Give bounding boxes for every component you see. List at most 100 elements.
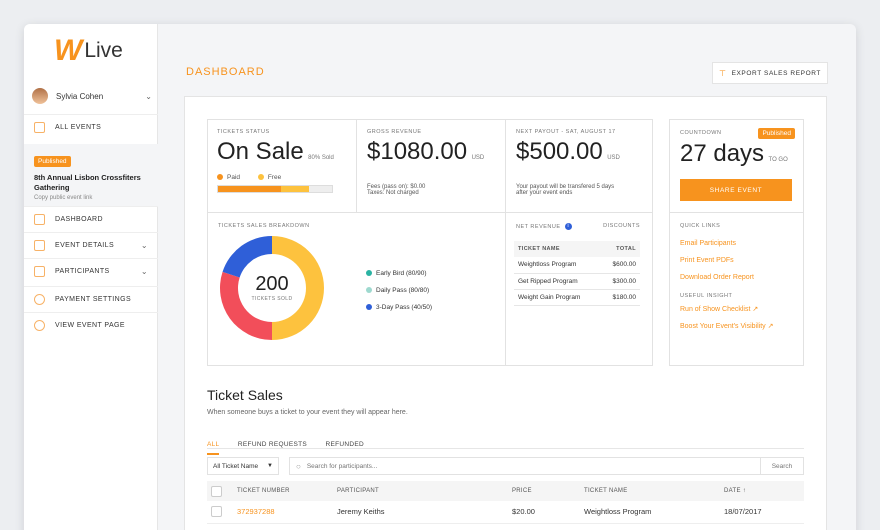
ticket-sales-subtitle: When someone buys a ticket to your event… [207,409,408,416]
run-of-show-link[interactable]: Run of Show Checklist ↗ [680,301,773,318]
row-checkbox[interactable] [211,506,222,518]
sidebar-item-label: PAYMENT SETTINGS [55,296,132,303]
free-bar-fill [280,186,310,192]
print-event-pdfs-link[interactable]: Print Event PDFs [680,257,734,264]
breakdown-legend: Early Bird (80/90) Daily Pass (80/80) 3-… [366,265,432,316]
ticket-sales-title: Ticket Sales [207,387,283,403]
ticket-price: $20.00 [512,507,535,517]
legend-free: Free [267,174,282,181]
tickets-status: TICKETS STATUS On Sale 80% Sold Paid Fre… [217,129,347,193]
ticket-name: Get Ripped Program [514,273,602,290]
all-events-link[interactable]: ALL EVENTS [24,114,158,140]
column-header[interactable]: PRICE [512,488,532,494]
select-all-cell [207,481,237,501]
people-icon [34,266,45,277]
link-label: Run of Show Checklist [680,306,751,313]
column-header[interactable]: TICKET NAME [584,488,628,494]
tab-all[interactable]: ALL [207,441,220,455]
funnel-icon: ⊤ [718,68,727,78]
export-label: EXPORT SALES REPORT [731,69,821,77]
status-badge: Published [758,128,795,139]
quick-links-label: QUICK LINKS [680,223,721,229]
ticket-name: Weightloss Program [514,257,602,274]
export-sales-report-button[interactable]: ⊤ EXPORT SALES REPORT [712,62,828,84]
ticket-name: Weightloss Program [584,507,652,517]
boost-visibility-link[interactable]: Boost Your Event's Visibility ↗ [680,318,773,335]
logo-text: Live [84,39,123,62]
ticket-number-link[interactable]: 372937288 [237,507,275,517]
sidebar-item-event-details[interactable]: EVENT DETAILS ⌄ [24,232,158,258]
all-events-label: ALL EVENTS [55,124,102,131]
ticket-name-filter[interactable]: All Ticket Name ▼ [207,457,279,475]
column-header[interactable]: PARTICIPANT [337,488,379,494]
insights-list: Run of Show Checklist ↗ Boost Your Event… [680,301,773,335]
link-label: Boost Your Event's Visibility [680,323,766,330]
external-link-icon: ↗ [752,306,759,313]
sidebar-item-label: EVENT DETAILS [55,242,115,249]
date-column-header[interactable]: DATE ↑ [724,481,804,501]
discounts-tab[interactable]: DISCOUNTS [603,223,640,229]
select-all-checkbox[interactable] [211,485,222,497]
copy-event-link[interactable]: Copy public event link [34,195,93,201]
chevron-down-icon: ⌄ [140,241,148,250]
gross-revenue: GROSS REVENUE $1080.00 USD Fees (pass on… [367,129,497,196]
table-row[interactable]: 372937288 Jeremy Keiths $20.00 Weightlos… [207,501,804,523]
share-event-button[interactable]: SHARE EVENT [680,179,792,201]
caret-down-icon: ▼ [267,463,273,469]
useful-insight-label: USEFUL INSIGHT [680,293,733,299]
tickets-status-label: TICKETS STATUS [217,129,270,135]
table-row: Get Ripped Program $300.00 [514,273,640,290]
ticket-total: $600.00 [601,257,640,274]
event-title: 8th Annual Lisbon Crossfiters Gathering [34,173,141,192]
quick-links-card: QUICK LINKS Email Participants Print Eve… [669,212,804,366]
sidebar-item-dashboard[interactable]: DASHBOARD [24,206,158,232]
filter-value: All Ticket Name [213,462,259,470]
donut-total-label: TICKETS SOLD [251,296,293,302]
info-icon[interactable]: i [564,223,572,230]
table-header: TICKET NAME TOTAL [514,241,640,257]
payout-note-2: after your event ends [516,190,573,196]
column-header[interactable]: TICKET NUMBER [237,488,290,494]
download-order-report-link[interactable]: Download Order Report [680,274,754,281]
currency: USD [607,155,620,161]
search-button[interactable]: Search [761,457,804,475]
sidebar: W Live Sylvia Cohen ⌄ ALL EVENTS Publish… [24,24,158,530]
sidebar-item-payment-settings[interactable]: PAYMENT SETTINGS [24,286,158,312]
column-header: TICKET NAME [514,241,602,257]
sale-date: 18/07/2017 [724,507,762,517]
logo-mark: W [54,34,82,67]
next-payout: NEXT PAYOUT - SAT, AUGUST 17 $500.00 USD… [516,129,648,196]
search-input[interactable] [306,462,747,470]
current-event: Published 8th Annual Lisbon Crossfiters … [24,144,158,206]
tab-refund-requests[interactable]: REFUND REQUESTS [237,441,308,448]
sidebar-item-participants[interactable]: PARTICIPANTS ⌄ [24,258,158,284]
tab-refunded[interactable]: REFUNDED [325,441,365,448]
avatar [32,88,48,104]
legend-dot [366,287,372,294]
net-revenue-card: NET REVENUE i DISCOUNTS TICKET NAME TOTA… [505,212,653,366]
user-menu[interactable]: Sylvia Cohen ⌄ [32,86,152,106]
currency: USD [471,155,485,161]
table-row: Weight Gain Program $180.00 [514,289,640,306]
legend-dot [366,304,372,311]
email-participants-link[interactable]: Email Participants [680,240,737,247]
tickets-status-value: On Sale [217,138,304,165]
countdown-value: 27 days [680,140,765,167]
column-header: TOTAL [601,241,640,257]
search-button-label: Search [771,462,793,470]
sidebar-item-view-event-page[interactable]: VIEW EVENT PAGE [24,312,158,338]
sidebar-item-label: VIEW EVENT PAGE [55,322,125,329]
table-row: Weightloss Program $600.00 [514,257,640,274]
legend-label: Daily Pass (80/80) [376,287,430,294]
net-revenue-table: TICKET NAME TOTAL Weightloss Program $60… [514,241,640,306]
legend-label: 3-Day Pass (40/50) [376,304,432,311]
payout-card [505,119,653,213]
next-payout-value: $500.00 [516,138,603,165]
app-window: W Live Sylvia Cohen ⌄ ALL EVENTS Publish… [24,24,856,530]
ticket-name: Weight Gain Program [514,289,602,306]
legend-dot [366,270,372,277]
paid-dot [217,174,223,181]
arrow-up-icon: ↑ [742,488,747,494]
logo[interactable]: W Live [54,34,123,67]
dashboard-content: TICKETS STATUS On Sale 80% Sold Paid Fre… [184,96,827,530]
